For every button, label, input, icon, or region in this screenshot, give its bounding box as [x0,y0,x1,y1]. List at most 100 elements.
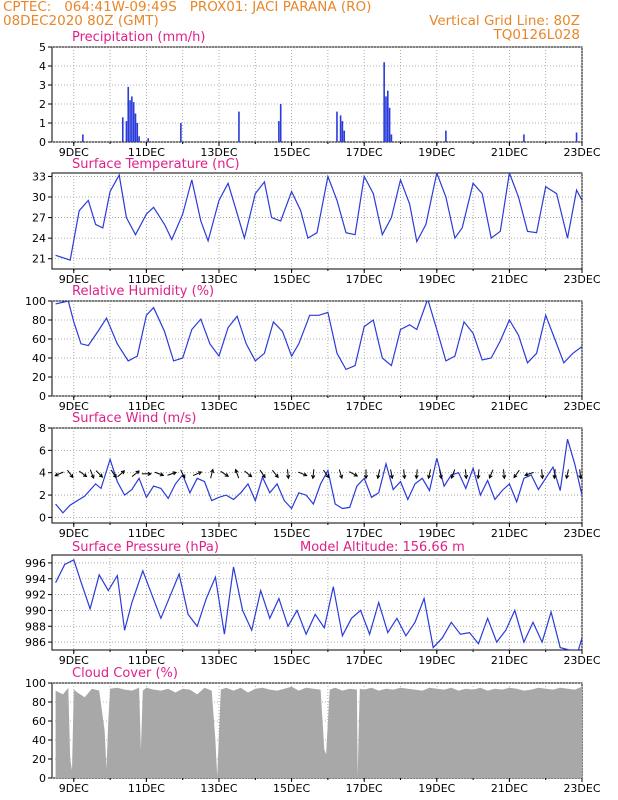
y-tick-label: 988 [25,620,46,633]
header-left-line1: CPTEC: 064:41W-09:49S PROX01: JACI PARAN… [3,0,372,15]
x-tick-label: 9DEC [59,527,89,540]
x-tick-label: 21DEC [491,146,528,159]
y-tick-label: 24 [32,232,46,245]
wind-arrow-head [303,472,308,477]
precip-bar [388,107,391,142]
y-tick-label: 1 [39,117,46,130]
wind-arrow-head [147,471,152,476]
panel-rh: 0 20 40 60 80 100 9DEC 11DEC 13DEC 15DEC 17DEC 19DE… [25,284,601,413]
precip-bar [383,62,385,142]
x-tick-label: 21DEC [491,400,528,413]
x-tick-label: 17DEC [346,400,383,413]
wind-arrow-head [353,472,359,477]
wind-arrow-head [234,468,239,474]
wind-arrow [89,469,95,479]
wind-arrow-head [463,474,469,480]
data-layer [55,173,582,261]
x-tick-label: 13DEC [200,527,237,540]
wind-arrow-head [339,474,344,480]
wind-arrow-head [261,474,266,479]
x-tick-label: 13DEC [200,654,237,667]
wind-arrow [210,468,215,479]
wind-arrow [402,469,407,480]
x-tick-label: 15DEC [273,146,310,159]
panel-title: Surface Wind (m/s) [72,411,196,426]
wind-arrow-head [450,474,455,480]
precip-bar [131,96,133,142]
y-tick-label: 986 [25,636,46,649]
wind-arrow [78,470,88,478]
x-tick-label: 9DEC [59,654,89,667]
y-tick-label: 4 [39,467,46,480]
x-tick-label: 23DEC [563,527,600,540]
wind-arrow-shaft [259,469,266,478]
panel-title: Precipitation (mm/h) [72,30,205,45]
wind-arrow [552,469,557,480]
x-tick-label: 17DEC [346,146,383,159]
y-tick-label: 40 [32,734,46,747]
wind-arrow-head [54,472,59,477]
y-tick-label: 40 [32,352,46,365]
wind-arrow-shaft [154,471,164,476]
wind-arrow-shaft [323,469,330,478]
panel-precip: 0 1 2 3 4 5 9DEC 11DEC 13DEC 15DEC 17DEC 19DEC 21DEC… [39,30,601,159]
wind-arrow-shaft [312,469,315,479]
x-tick-label: 11DEC [128,273,165,286]
wind-arrow-head [540,474,545,480]
wind-arrow [286,469,291,480]
temp-series-line [55,173,582,261]
header-left-line2: 08DEC2020 80Z (GMT) [3,13,159,29]
y-tick-label: 996 [25,557,46,570]
x-tick-label: 9DEC [59,782,89,795]
wind-arrow [298,471,308,477]
wind-arrow-head [414,474,419,480]
wind-arrow [450,469,456,480]
wind-arrow-shaft [403,469,406,479]
wind-arrow [578,469,582,480]
data-layer [82,62,578,142]
wind-arrow [376,469,381,480]
wind-arrow [67,469,74,479]
x-tick-label: 19DEC [418,273,455,286]
wind-arrow-shaft [489,469,494,479]
wind-arrow-shaft [513,469,520,478]
x-tick-label: 17DEC [346,273,383,286]
wind-arrow-shaft [117,470,125,478]
wind-arrow-shaft [286,469,289,479]
wind-arrow-shaft [298,471,307,477]
y-tick-label: 6 [39,444,46,457]
wind-arrow [389,469,394,480]
data-layer [54,439,582,514]
wind-arrow [167,471,178,476]
wind-arrow-head [438,474,443,480]
y-tick-label: 4 [39,60,46,73]
wind-arrow [192,471,203,477]
wind-arrow [131,470,140,478]
rh-series-line [55,301,582,371]
wind-arrow-shaft [244,470,252,478]
cloud-cover-area [55,686,582,778]
wind-arrow-shaft [78,470,87,477]
wind-arrow-shaft [451,469,456,479]
precip-bar [341,121,344,142]
wind-arrow-head [120,470,126,475]
wind-arrow [438,469,443,480]
wind-arrow-head [159,472,165,477]
precip-bar [278,121,280,142]
wind-arrow-head [476,474,481,480]
wind-arrow-shaft [110,469,117,478]
wind-arrow [488,469,494,479]
wind-arrow-head [69,473,74,479]
panel-pres: 986 988 990 992 994 996 9DEC 11DEC 13DEC 15DEC 17D… [25,540,601,667]
x-tick-label: 21DEC [491,273,528,286]
y-tick-label: 990 [25,604,46,617]
x-tick-label: 11DEC [128,782,165,795]
y-tick-label: 20 [32,371,46,384]
y-tick-label: 60 [32,715,46,728]
wind-arrow [513,469,520,479]
x-tick-label: 15DEC [273,654,310,667]
wind-arrow-head [389,474,394,480]
panel-cloud: 0 20 40 60 80 100 9DEC 11DEC 13DEC 15DEC 17DEC 19DE… [25,666,601,795]
x-tick-label: 9DEC [59,273,89,286]
